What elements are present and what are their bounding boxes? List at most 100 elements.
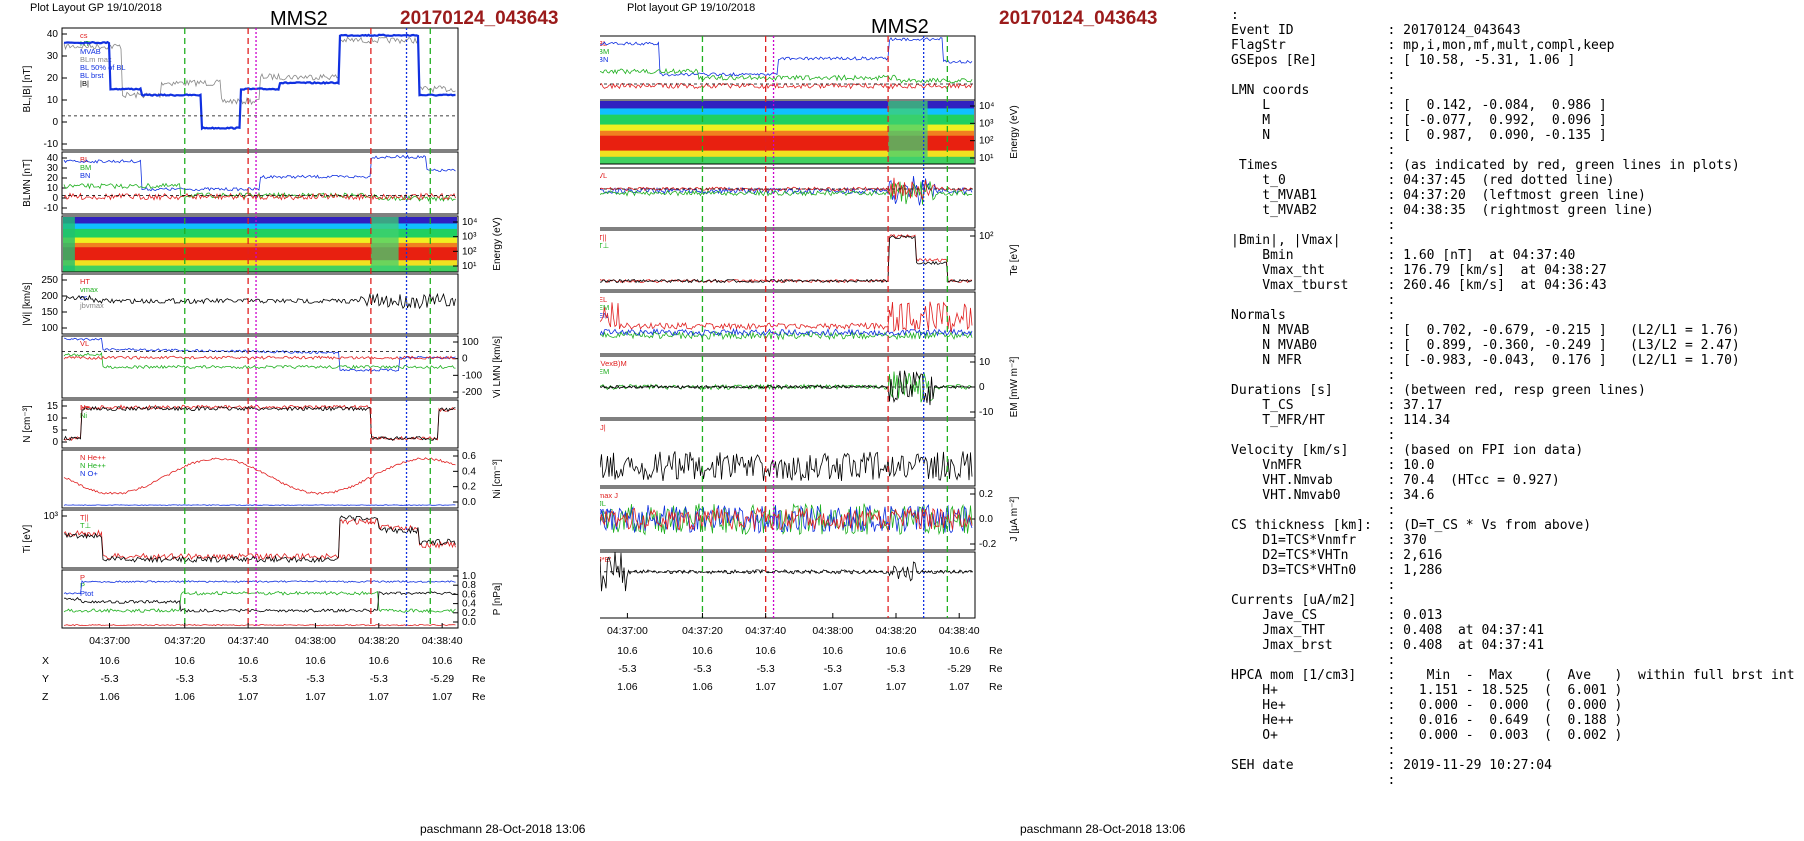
spectrogram-band	[600, 101, 974, 109]
coord-unit: Re	[989, 645, 1003, 657]
legend-entry: T⊥	[80, 521, 92, 530]
time-tick-label: 04:38:00	[812, 625, 853, 637]
info-line: VHT.Nmvab : 70.4 (HTcc = 0.927)	[1231, 473, 1560, 488]
data-trace	[600, 177, 973, 200]
info-line: D3=TCS*VHTn0 : 1,286	[1231, 563, 1443, 578]
legend-entry: Ni	[80, 411, 87, 420]
coord-value: -5.3	[176, 673, 194, 685]
panel-frame	[61, 569, 459, 629]
spectrogram-region	[888, 101, 928, 163]
info-line: :	[1231, 773, 1396, 788]
coord-value: -5.3	[306, 673, 324, 685]
panel-frame	[600, 551, 976, 619]
left-event-id: 20170124_043643	[400, 8, 559, 29]
spectrogram-region	[370, 217, 399, 271]
coord-value: 1.07	[432, 691, 453, 703]
y-tick-label-right: 0.4	[462, 466, 476, 477]
y-tick-label-right: 0.0	[979, 514, 993, 525]
coord-unit: Re	[472, 655, 486, 667]
coord-value: 1.07	[755, 681, 776, 693]
info-line: :	[1231, 143, 1396, 158]
legend-entry: BM	[600, 47, 609, 56]
y-tick-label-right: 100	[462, 337, 479, 348]
legend-entry: BN	[600, 55, 608, 64]
time-tick-label: 04:37:20	[164, 635, 205, 647]
y-tick-label: -10	[44, 203, 59, 214]
data-trace	[63, 624, 456, 627]
legend-entry: T⊥	[600, 241, 610, 250]
spectrogram-band	[600, 108, 974, 116]
data-trace	[63, 154, 456, 192]
info-line: Bmin : 1.60 [nT] at 04:37:40	[1231, 248, 1576, 263]
info-line: Jmax_THT : 0.408 at 04:37:41	[1231, 623, 1545, 638]
data-trace	[600, 507, 973, 531]
legend-entry: VL	[80, 339, 89, 348]
time-tick-label: 04:38:20	[358, 635, 399, 647]
y-tick-label: 10	[47, 413, 59, 424]
y-tick-label-right: -10	[979, 407, 994, 418]
y-tick-label: 150	[41, 307, 58, 318]
coord-value: 1.07	[886, 681, 907, 693]
info-line: :	[1231, 653, 1396, 668]
data-trace	[63, 404, 456, 442]
info-line: :	[1231, 218, 1396, 233]
data-trace	[600, 370, 973, 406]
coord-value: -5.3	[100, 673, 118, 685]
y-tick-label-right: 0.8	[462, 580, 476, 591]
coord-value: 10.6	[617, 645, 638, 657]
y-tick-label-right: 10³	[462, 232, 477, 243]
info-line: Jave_CS : 0.013	[1231, 608, 1443, 623]
data-trace	[64, 515, 456, 564]
info-line: t_MVAB1 : 04:37:20 (leftmost green line)	[1231, 188, 1646, 203]
coord-value: 1.07	[238, 691, 259, 703]
info-line: Velocity [km/s] : (based on FPI ion data…	[1231, 443, 1584, 458]
info-line: :	[1231, 428, 1396, 443]
right-header: Plot layout GP 19/10/2018	[627, 2, 756, 14]
y-tick-label-right: -0.2	[979, 539, 997, 550]
legend-entry: cs	[80, 31, 88, 40]
data-trace	[600, 175, 973, 206]
y-tick-label-right: 0.6	[462, 451, 476, 462]
y-tick-label-right: 0	[462, 354, 468, 365]
legend-entry: MVAB	[80, 47, 101, 56]
y-tick-label: 40	[47, 153, 59, 164]
info-line: He++ : 0.016 - 0.649 ( 0.188 )	[1231, 713, 1623, 728]
coord-value: 10.6	[369, 655, 390, 667]
info-line: Durations [s] : (between red, resp green…	[1231, 383, 1646, 398]
panel-frame	[61, 27, 459, 151]
coord-value: -5.29	[430, 673, 454, 685]
y-tick-label-right: 0.0	[462, 497, 476, 508]
data-trace	[63, 580, 456, 595]
data-trace	[600, 235, 973, 284]
y-tick-label: 15	[47, 401, 59, 412]
y-axis-label: BLMN [nT]	[22, 159, 33, 207]
legend-entry: P	[80, 581, 85, 590]
legend-entry: EN	[600, 311, 608, 320]
spectrogram-edge	[63, 217, 75, 271]
info-line: Event ID : 20170124_043643	[1231, 23, 1521, 38]
data-trace	[64, 292, 456, 310]
y-tick-label-right: 0	[979, 382, 985, 393]
spectrogram-band	[600, 114, 974, 126]
coord-label: Y	[42, 673, 49, 685]
coord-value: 10.6	[238, 655, 259, 667]
legend-entry: EL	[600, 295, 607, 304]
info-line: D1=TCS*Vnmfr : 370	[1231, 533, 1427, 548]
coord-value: 1.06	[99, 691, 120, 703]
coord-value: -5.29	[947, 663, 971, 675]
legend-entry: N O+	[80, 469, 98, 478]
panel-frame	[600, 99, 976, 165]
info-line: |Bmin|, |Vmax| :	[1231, 233, 1396, 248]
spectrogram-band	[600, 156, 974, 164]
y-tick-label: 20	[47, 73, 59, 84]
coord-value: 10.6	[755, 645, 776, 657]
info-line: :	[1231, 743, 1396, 758]
coord-value: 1.07	[305, 691, 326, 703]
legend-entry: EM	[600, 367, 609, 376]
panel-frame	[600, 229, 976, 291]
spectrogram-band	[63, 247, 457, 261]
coord-unit: Re	[989, 663, 1003, 675]
y-tick-label-right: 0.6	[462, 589, 476, 600]
legend-entry: P	[80, 573, 85, 582]
legend-entry: VL	[600, 171, 607, 180]
